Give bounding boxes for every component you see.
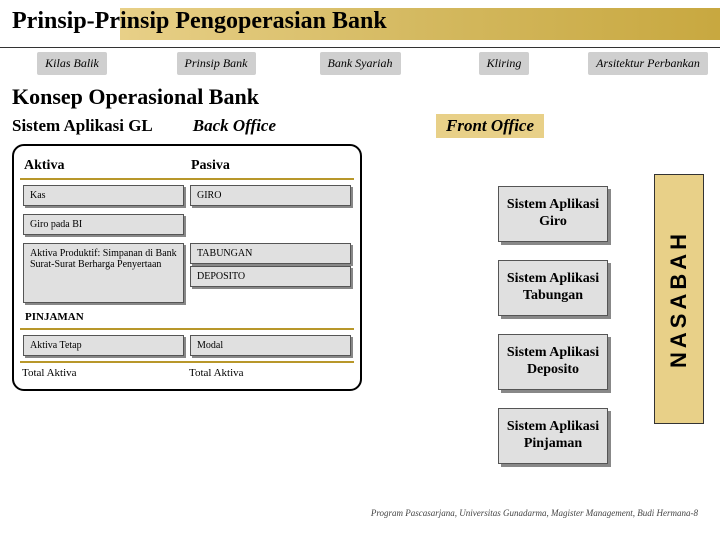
sub-heading-row: Sistem Aplikasi GL Back Office Front Off… xyxy=(12,114,708,138)
cell-modal: Modal xyxy=(190,335,351,356)
nav-kilas-balik[interactable]: Kilas Balik xyxy=(0,48,144,78)
content-area: Konsep Operasional Bank Sistem Aplikasi … xyxy=(0,78,720,522)
table-header-aktiva: Aktiva xyxy=(20,154,187,180)
sistem-aplikasi-gl-label: Sistem Aplikasi GL xyxy=(12,116,153,136)
cell-giro: GIRO xyxy=(190,185,351,206)
nav-arsitektur[interactable]: Arsitektur Perbankan xyxy=(576,48,720,78)
cell-aktiva-produktif: Aktiva Produktif: Simpanan di Bank Surat… xyxy=(23,243,184,303)
app-pinjaman-box: Sistem Aplikasi Pinjaman xyxy=(498,408,608,464)
back-office-label: Back Office xyxy=(193,116,276,136)
total-aktiva-right: Total Aktiva xyxy=(187,363,354,383)
table-header-pasiva: Pasiva xyxy=(187,154,354,180)
footer-text: Program Pascasarjana, Universitas Gunada… xyxy=(371,508,698,518)
nasabah-label: NASABAH xyxy=(666,230,692,368)
nav-kliring[interactable]: Kliring xyxy=(432,48,576,78)
page-title: Prinsip-Prinsip Pengoperasian Bank xyxy=(0,0,720,43)
front-office-label: Front Office xyxy=(436,114,544,138)
aktiva-pasiva-table: Aktiva Pasiva Kas GIRO Giro pada BI Akti… xyxy=(12,144,362,391)
cell-pinjaman: PINJAMAN xyxy=(23,311,184,323)
app-giro-box: Sistem Aplikasi Giro xyxy=(498,186,608,242)
title-bar: Prinsip-Prinsip Pengoperasian Bank xyxy=(0,0,720,48)
cell-deposito: DEPOSITO xyxy=(190,266,351,287)
total-aktiva-left: Total Aktiva xyxy=(20,363,187,383)
nav-bank-syariah[interactable]: Bank Syariah xyxy=(288,48,432,78)
app-tabungan-box: Sistem Aplikasi Tabungan xyxy=(498,260,608,316)
app-deposito-box: Sistem Aplikasi Deposito xyxy=(498,334,608,390)
cell-aktiva-tetap: Aktiva Tetap xyxy=(23,335,184,356)
section-heading: Konsep Operasional Bank xyxy=(12,84,708,110)
nav-row: Kilas Balik Prinsip Bank Bank Syariah Kl… xyxy=(0,48,720,78)
cell-giro-bi: Giro pada BI xyxy=(23,214,184,235)
cell-tabungan: TABUNGAN xyxy=(190,243,351,264)
main-diagram-area: Aktiva Pasiva Kas GIRO Giro pada BI Akti… xyxy=(12,144,708,522)
cell-kas: Kas xyxy=(23,185,184,206)
nav-prinsip-bank[interactable]: Prinsip Bank xyxy=(144,48,288,78)
nasabah-box: NASABAH xyxy=(654,174,704,424)
